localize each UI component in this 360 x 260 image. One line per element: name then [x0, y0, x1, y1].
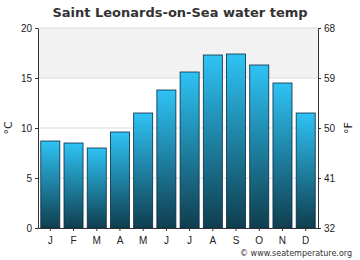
bars [41, 54, 315, 228]
tick: 20 [21, 23, 38, 34]
tick-label: S [233, 235, 240, 246]
tick: J [187, 228, 192, 246]
tick-mark [143, 228, 144, 231]
tick-mark [35, 178, 38, 179]
y2-axis-title: °F [342, 122, 355, 134]
tick-label: 41 [324, 173, 336, 184]
tick: N [279, 228, 286, 246]
tick: A [209, 228, 216, 246]
tick: A [117, 228, 124, 246]
y2-axis: 32 41 50 59 68 [318, 23, 336, 234]
tick-mark [166, 228, 167, 231]
tick: J [48, 228, 53, 246]
tick-label: J [187, 235, 192, 246]
bar [110, 132, 129, 228]
bar [134, 113, 153, 228]
tick-label: 10 [21, 123, 33, 134]
tick-mark [35, 228, 38, 229]
tick-mark [212, 228, 213, 231]
bar [296, 113, 315, 228]
chart: 0 5 10 15 20 32 41 50 59 68 J F M A M J J A S O N D Saint Leon… [0, 0, 360, 260]
x-axis: JFMAMJJASOND [39, 228, 319, 246]
tick: 59 [318, 73, 336, 84]
tick: 68 [318, 23, 336, 34]
tick-mark [318, 178, 321, 179]
tick-mark [236, 228, 237, 231]
tick: O [255, 228, 263, 246]
tick: 0 [26, 223, 38, 234]
tick-label: 0 [26, 223, 32, 234]
tick: D [302, 228, 309, 246]
tick-mark [259, 228, 260, 231]
title: Saint Leonards-on-Sea water temp [52, 5, 307, 20]
grid-line [38, 78, 318, 79]
band [38, 28, 318, 78]
bar [273, 83, 292, 228]
grid-line [38, 28, 318, 29]
tick-mark [189, 228, 190, 231]
tick-mark [96, 228, 97, 231]
tick: 32 [318, 223, 336, 234]
tick-label: A [117, 235, 124, 246]
bar [227, 54, 246, 228]
tick-label: 32 [324, 223, 336, 234]
y-axis-title: °C [2, 121, 15, 135]
tick-label: F [70, 235, 76, 246]
tick-label: 68 [324, 23, 336, 34]
tick-mark [318, 78, 321, 79]
bar [41, 141, 60, 228]
tick-label: J [48, 235, 53, 246]
tick-label: 50 [324, 123, 336, 134]
tick: 5 [26, 173, 38, 184]
bar [64, 143, 83, 228]
tick: F [70, 228, 76, 246]
tick-label: 20 [21, 23, 33, 34]
plot: 0 5 10 15 20 32 41 50 59 68 J F M A M J J A S O N D [21, 23, 336, 246]
tick-label: M [139, 235, 147, 246]
tick-mark [318, 128, 321, 129]
tick: 10 [21, 123, 38, 134]
tick-label: J [164, 235, 169, 246]
y-axis: 0 5 10 15 20 [21, 23, 39, 234]
grid [38, 28, 318, 228]
tick-mark [35, 128, 38, 129]
tick-label: M [93, 235, 101, 246]
tick: M [93, 228, 101, 246]
tick: J [164, 228, 169, 246]
tick-mark [35, 78, 38, 79]
tick-mark [35, 28, 38, 29]
tick-label: D [302, 235, 309, 246]
bar [203, 55, 222, 228]
tick-mark [305, 228, 306, 231]
bar [180, 72, 199, 228]
tick-mark [119, 228, 120, 231]
bar [157, 90, 176, 228]
tick: M [139, 228, 147, 246]
axis-line [39, 228, 319, 229]
annotation: © www.seatemperature.org [240, 249, 352, 258]
tick-label: N [279, 235, 286, 246]
tick-label: A [209, 235, 216, 246]
tick-mark [73, 228, 74, 231]
tick-label: 5 [26, 173, 32, 184]
tick-mark [50, 228, 51, 231]
tick-label: 15 [21, 73, 33, 84]
tick: S [233, 228, 240, 246]
tick: 15 [21, 73, 38, 84]
tick: 50 [318, 123, 336, 134]
axis-line [38, 29, 39, 229]
tick-label: O [255, 235, 263, 246]
bar [250, 65, 269, 228]
tick-mark [318, 28, 321, 29]
tick: 41 [318, 173, 336, 184]
bar [87, 148, 106, 228]
tick-mark [282, 228, 283, 231]
tick-label: 59 [324, 73, 336, 84]
